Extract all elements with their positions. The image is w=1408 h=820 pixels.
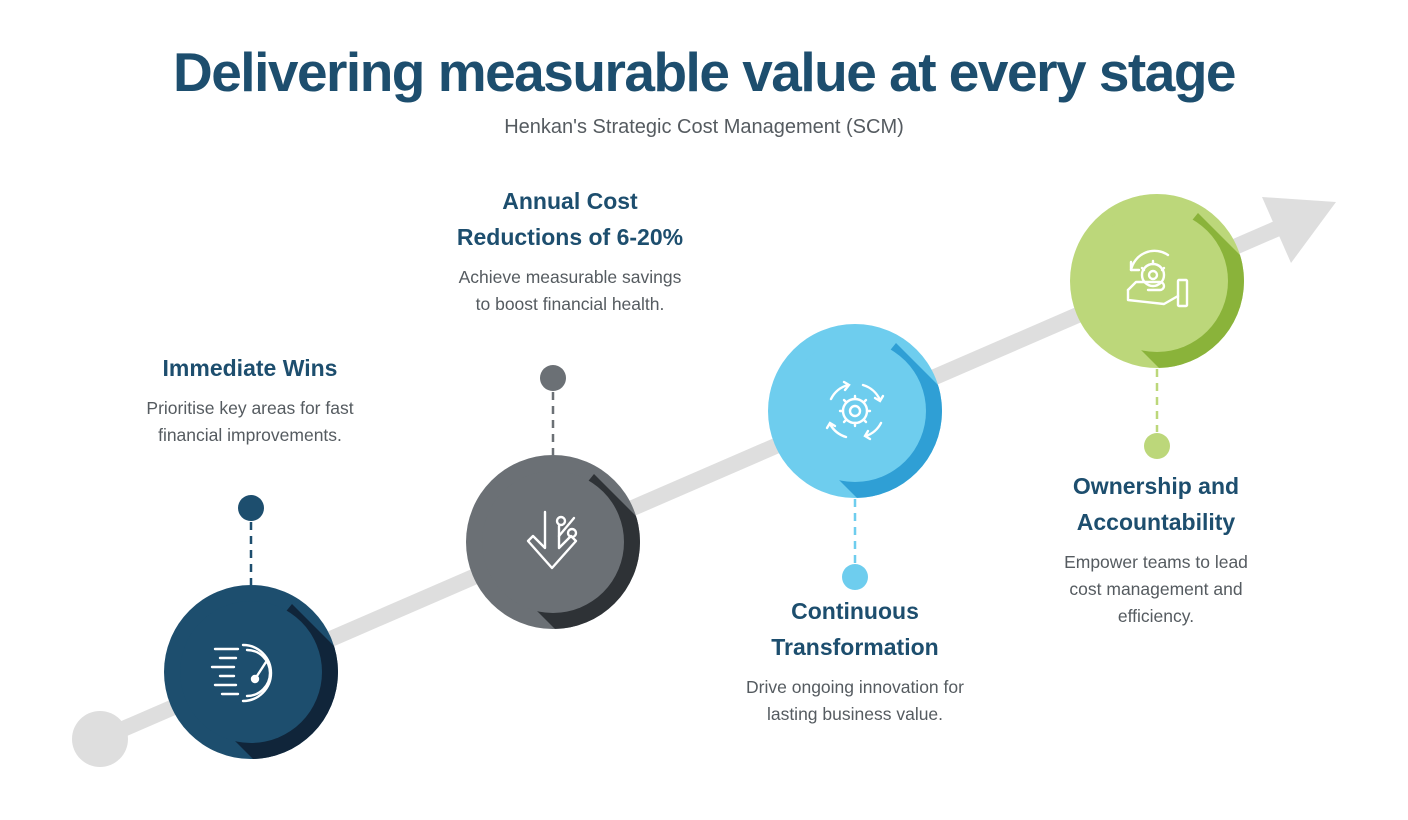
connector-immediate-wins xyxy=(238,495,264,585)
connector-annual-cost xyxy=(540,365,566,455)
arrow-start-dot xyxy=(72,711,128,767)
speedometer-icon xyxy=(210,643,273,703)
connector-continuous xyxy=(842,499,868,590)
gear-cycle-icon xyxy=(825,380,885,441)
percent-down-arrow-icon xyxy=(526,510,578,570)
stage-description: Achieve measurable savings to boost fina… xyxy=(458,267,682,314)
stage-circle-continuous xyxy=(768,324,942,498)
stage-block-continuous: Continuous Transformation Drive ongoing … xyxy=(705,593,1005,728)
stage-block-ownership: Ownership and Accountability Empower tea… xyxy=(1016,468,1296,630)
stage-circle-immediate-wins xyxy=(164,585,338,759)
connector-ownership xyxy=(1144,369,1170,459)
stage-block-immediate-wins: Immediate Wins Prioritise key areas for … xyxy=(110,350,390,449)
stage-description: Empower teams to lead cost management an… xyxy=(1064,552,1248,626)
stage-title: Annual Cost Reductions of 6-20% xyxy=(456,188,684,250)
stage-block-annual-cost: Annual Cost Reductions of 6-20% Achieve … xyxy=(410,183,730,318)
stage-circle-annual-cost xyxy=(466,455,640,629)
stage-circle-ownership xyxy=(1070,194,1244,368)
arrow-head xyxy=(1262,197,1336,263)
page-title: Delivering measurable value at every sta… xyxy=(172,41,1237,103)
stage-description: Prioritise key areas for fast financial … xyxy=(146,398,354,445)
page-subtitle: Henkan's Strategic Cost Management (SCM) xyxy=(504,116,904,138)
hand-gear-icon xyxy=(1126,249,1189,308)
stage-title: Ownership and Accountability xyxy=(1072,473,1240,535)
stage-title: Immediate Wins xyxy=(162,355,338,381)
stage-description: Drive ongoing innovation for lasting bus… xyxy=(746,677,964,724)
stage-title: Continuous Transformation xyxy=(771,598,939,660)
